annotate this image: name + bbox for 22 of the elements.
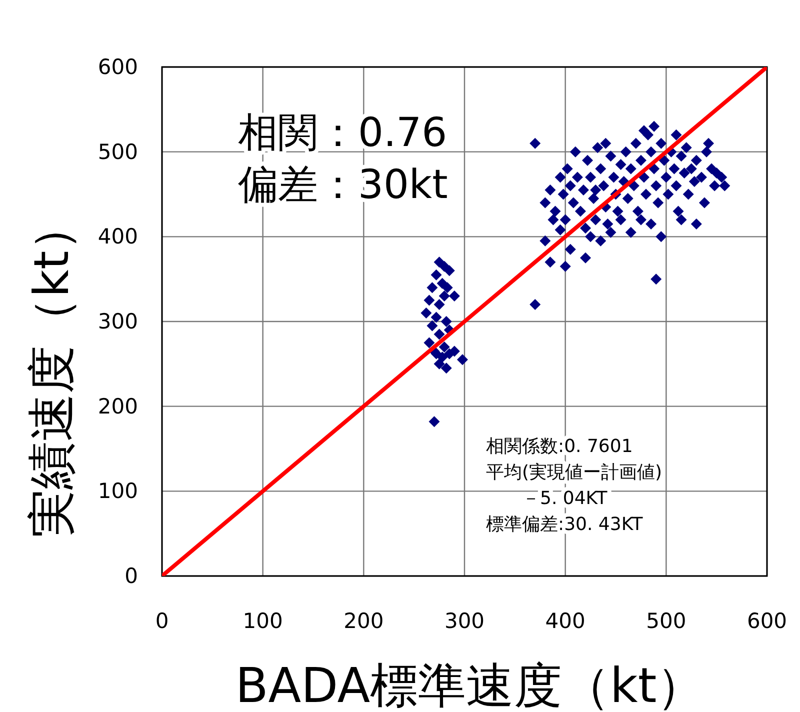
annotation: －5. 04KT (486, 488, 608, 509)
y-axis-title: 実績速度（kt） (24, 202, 80, 538)
y-tick-label: 400 (98, 224, 138, 249)
y-tick-label: 600 (98, 55, 138, 79)
y-tick-label: 0 (124, 564, 138, 588)
y-tick-label: 500 (98, 140, 138, 164)
x-tick-label: 400 (545, 609, 586, 633)
x-tick-label: 200 (344, 609, 384, 633)
annotation: 相関係数:0. 7601 (486, 436, 633, 457)
x-tick-label: 100 (242, 609, 283, 633)
x-tick-label: 0 (155, 609, 169, 633)
y-tick-label: 300 (98, 310, 138, 334)
y-tick-label: 100 (98, 479, 138, 504)
annotation: 標準偏差:30. 43KT (486, 514, 644, 535)
annotation: 相関：0.76 (238, 110, 448, 156)
annotation: 偏差：30kt (238, 162, 448, 208)
x-tick-label: 500 (646, 609, 686, 633)
x-tick-label: 600 (746, 609, 788, 633)
x-tick-label: 300 (444, 609, 485, 633)
annotation: 平均(実現値ー計画値) (486, 462, 662, 483)
y-tick-label: 200 (98, 394, 138, 418)
x-axis-title: BADA標準速度（kt） (235, 658, 705, 712)
